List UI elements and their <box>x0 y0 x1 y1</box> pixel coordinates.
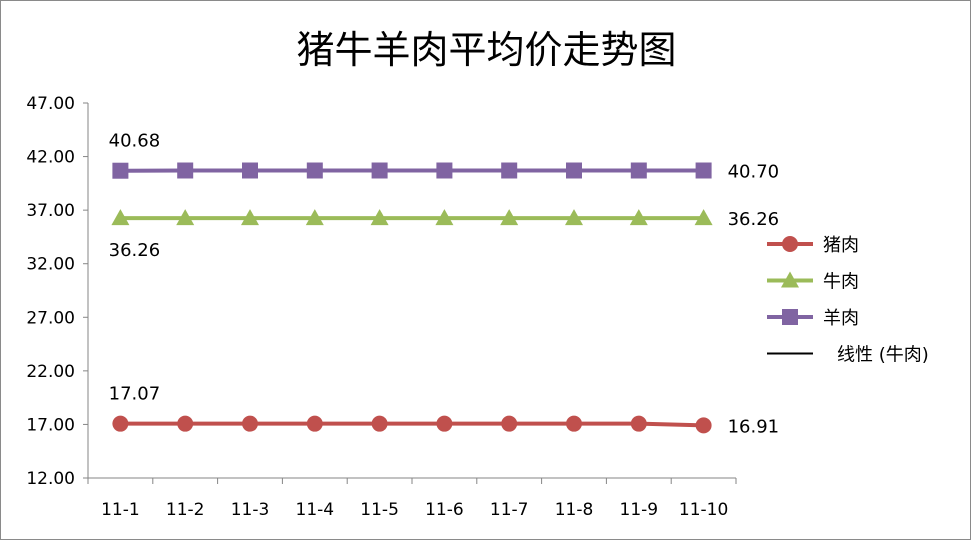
data-point <box>436 416 452 432</box>
x-tick-label: 11-3 <box>231 500 270 520</box>
data-point <box>501 416 517 432</box>
data-point <box>631 416 647 432</box>
y-tick-label: 47.00 <box>26 94 75 114</box>
data-point <box>696 163 712 179</box>
x-tick-label: 11-6 <box>425 500 464 520</box>
data-point <box>372 163 388 179</box>
data-label: 40.70 <box>728 162 780 183</box>
x-tick-label: 11-1 <box>101 500 140 520</box>
data-label: 40.68 <box>109 131 161 152</box>
data-point <box>566 416 582 432</box>
y-tick-label: 42.00 <box>26 148 75 168</box>
data-point <box>566 163 582 179</box>
legend-label: 牛肉 <box>823 272 859 293</box>
data-point <box>242 163 258 179</box>
data-point <box>501 163 517 179</box>
x-tick-label: 11-7 <box>490 500 529 520</box>
data-point <box>696 417 712 433</box>
legend-swatch-marker <box>782 309 798 325</box>
x-tick-label: 11-4 <box>296 500 335 520</box>
y-tick-label: 27.00 <box>26 308 75 328</box>
legend-label: 羊肉 <box>823 308 859 329</box>
y-tick-label: 37.00 <box>26 201 75 221</box>
y-tick-label: 17.00 <box>26 415 75 435</box>
legend-swatch-marker <box>782 236 798 252</box>
data-label: 16.91 <box>728 416 780 437</box>
x-tick-label: 11-9 <box>620 500 659 520</box>
data-point <box>372 416 388 432</box>
data-point <box>307 416 323 432</box>
data-point <box>112 163 128 179</box>
data-point <box>307 163 323 179</box>
data-label: 36.26 <box>728 209 780 230</box>
data-point <box>242 416 258 432</box>
series-line <box>120 424 703 426</box>
y-tick-label: 32.00 <box>26 255 75 275</box>
data-label: 36.26 <box>109 240 161 261</box>
x-tick-label: 11-5 <box>360 500 399 520</box>
data-label: 17.07 <box>109 384 161 405</box>
y-tick-label: 22.00 <box>26 362 75 382</box>
data-point <box>177 416 193 432</box>
data-point <box>177 163 193 179</box>
legend-label: 线性 (牛肉) <box>837 345 929 366</box>
x-tick-label: 11-8 <box>555 500 594 520</box>
data-point <box>436 163 452 179</box>
legend-label: 猪肉 <box>823 235 859 256</box>
x-tick-label: 11-2 <box>166 500 205 520</box>
data-point <box>631 163 647 179</box>
data-point <box>112 416 128 432</box>
y-tick-label: 12.00 <box>26 469 75 489</box>
x-tick-label: 11-10 <box>679 500 728 520</box>
